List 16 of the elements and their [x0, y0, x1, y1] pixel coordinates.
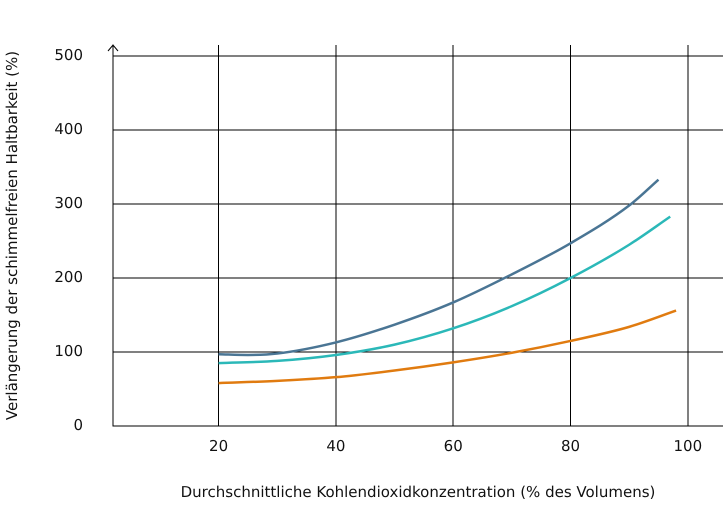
y-tick-label: 0 — [73, 416, 83, 434]
x-tick-label: 20 — [209, 436, 228, 455]
y-tick-label: 500 — [54, 46, 83, 64]
x-tick-label: 100 — [673, 436, 702, 455]
x-axis-title: Durchschnittliche Kohlendioxidkonzentration (% des Volumens) — [180, 482, 656, 501]
y-tick-label: 100 — [54, 342, 83, 360]
x-tick-label: 40 — [326, 436, 346, 455]
y-tick-label: 200 — [54, 268, 83, 286]
x-tick-label: 80 — [560, 436, 580, 455]
line-series — [217, 309, 678, 384]
y-axis-title: Verlängerung der schimmelfreien Haltbarkeit (%) — [2, 50, 21, 420]
x-tick-label: 60 — [444, 436, 463, 455]
y-tick-label: 300 — [54, 194, 83, 212]
line-series — [217, 178, 660, 356]
y-tick-label: 400 — [54, 120, 83, 138]
line-series — [217, 215, 672, 364]
